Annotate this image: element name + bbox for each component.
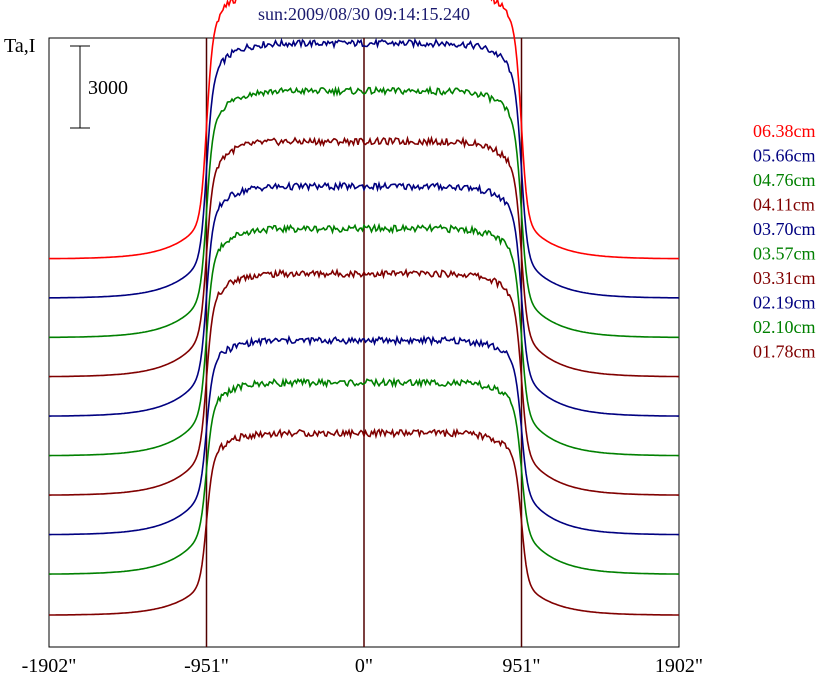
series-line-05.66cm — [48, 37, 680, 299]
series-line-01.78cm — [49, 427, 679, 616]
x-tick-label: -1902" — [22, 655, 77, 677]
legend-entry: 06.38cm — [753, 121, 816, 141]
legend-entry: 02.10cm — [753, 317, 816, 337]
legend-entry: 03.31cm — [753, 268, 816, 288]
legend-entry: 03.57cm — [753, 244, 816, 264]
chart-title: sun:2009/08/30 09:14:15.240 — [258, 4, 470, 24]
scale-bar: 3000 — [70, 45, 128, 129]
legend-entry: 02.19cm — [753, 293, 816, 313]
scale-bar-label: 3000 — [88, 77, 128, 99]
series-line-02.10cm — [49, 376, 679, 575]
series-line-02.19cm — [49, 334, 679, 536]
series-line-04.76cm — [48, 85, 680, 339]
legend-entry: 05.66cm — [753, 146, 816, 166]
series-line-06.38cm — [49, 0, 679, 260]
x-tick-labels: -1902" -951" 0" 951" 1902" — [22, 655, 704, 677]
legend-entry: 04.76cm — [753, 170, 816, 190]
series-line-03.57cm — [49, 222, 679, 457]
x-tick-label: 1902" — [655, 655, 703, 677]
series-line-04.11cm — [49, 135, 679, 378]
series-line-03.70cm — [49, 180, 679, 417]
series-lines — [48, 0, 680, 616]
series-line-03.31cm — [49, 267, 679, 496]
legend-entry: 01.78cm — [753, 342, 816, 362]
x-tick-label: 0" — [355, 655, 373, 677]
x-tick-label: 951" — [502, 655, 540, 677]
x-tick-label: -951" — [184, 655, 229, 677]
y-axis-label: Ta,I — [4, 35, 35, 57]
legend-entry: 03.70cm — [753, 219, 816, 239]
legend-entry: 04.11cm — [753, 195, 815, 215]
legend: 06.38cm 05.66cm 04.76cm 04.11cm 03.70cm 03.57… — [753, 121, 816, 362]
